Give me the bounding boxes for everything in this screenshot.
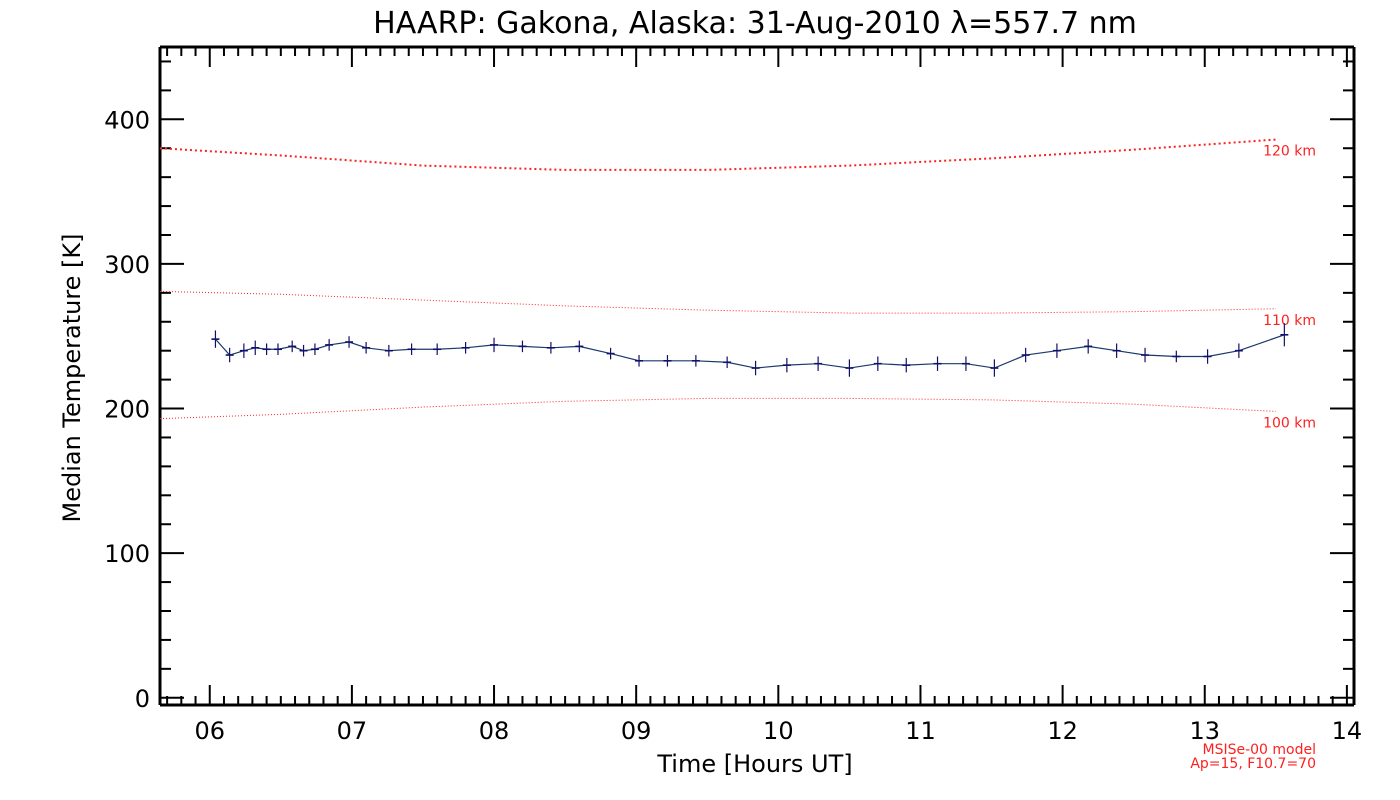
- model-curve-110-km: [159, 290, 1276, 314]
- y-tick-label: 400: [104, 106, 150, 134]
- model-curve-label: 100 km: [1263, 415, 1316, 431]
- plot-axes: 06 07 08 09 10 11 12 13 14 0 100 200 300 400: [104, 45, 1363, 745]
- x-tick-label: 13: [1189, 717, 1220, 745]
- x-tick-label: 06: [194, 717, 225, 745]
- y-tick-label: 0: [135, 685, 150, 713]
- x-tick-label: 10: [763, 717, 794, 745]
- x-tick-label: 11: [905, 717, 936, 745]
- x-axis-title: Time [Hours UT]: [656, 750, 852, 778]
- model-curve-100-km: [159, 397, 1276, 420]
- y-tick-label: 100: [104, 540, 150, 568]
- model-curve-label: 120 km: [1263, 144, 1316, 160]
- y-tick-label: 300: [104, 251, 150, 279]
- x-tick-label: 09: [621, 717, 652, 745]
- chart-title: HAARP: Gakona, Alaska: 31-Aug-2010 λ=557…: [373, 6, 1137, 41]
- model-note-line-1: MSISe-00 model: [1202, 742, 1316, 758]
- series-line: [214, 334, 1285, 369]
- y-tick-label: 200: [104, 396, 150, 424]
- model-note-line-2: Ap=15, F10.7=70: [1190, 756, 1316, 772]
- x-tick-label: 14: [1332, 717, 1363, 745]
- x-tick-label: 12: [1047, 717, 1078, 745]
- x-tick-label: 08: [479, 717, 510, 745]
- model-curve-120-km: [159, 138, 1276, 171]
- data-series: [211, 323, 1289, 377]
- x-tick-label: 07: [337, 717, 368, 745]
- model-curve-label: 110 km: [1263, 313, 1316, 329]
- model-curves: 120 km 110 km 100 km: [159, 138, 1316, 431]
- y-axis-title: Median Temperature [K]: [58, 233, 86, 522]
